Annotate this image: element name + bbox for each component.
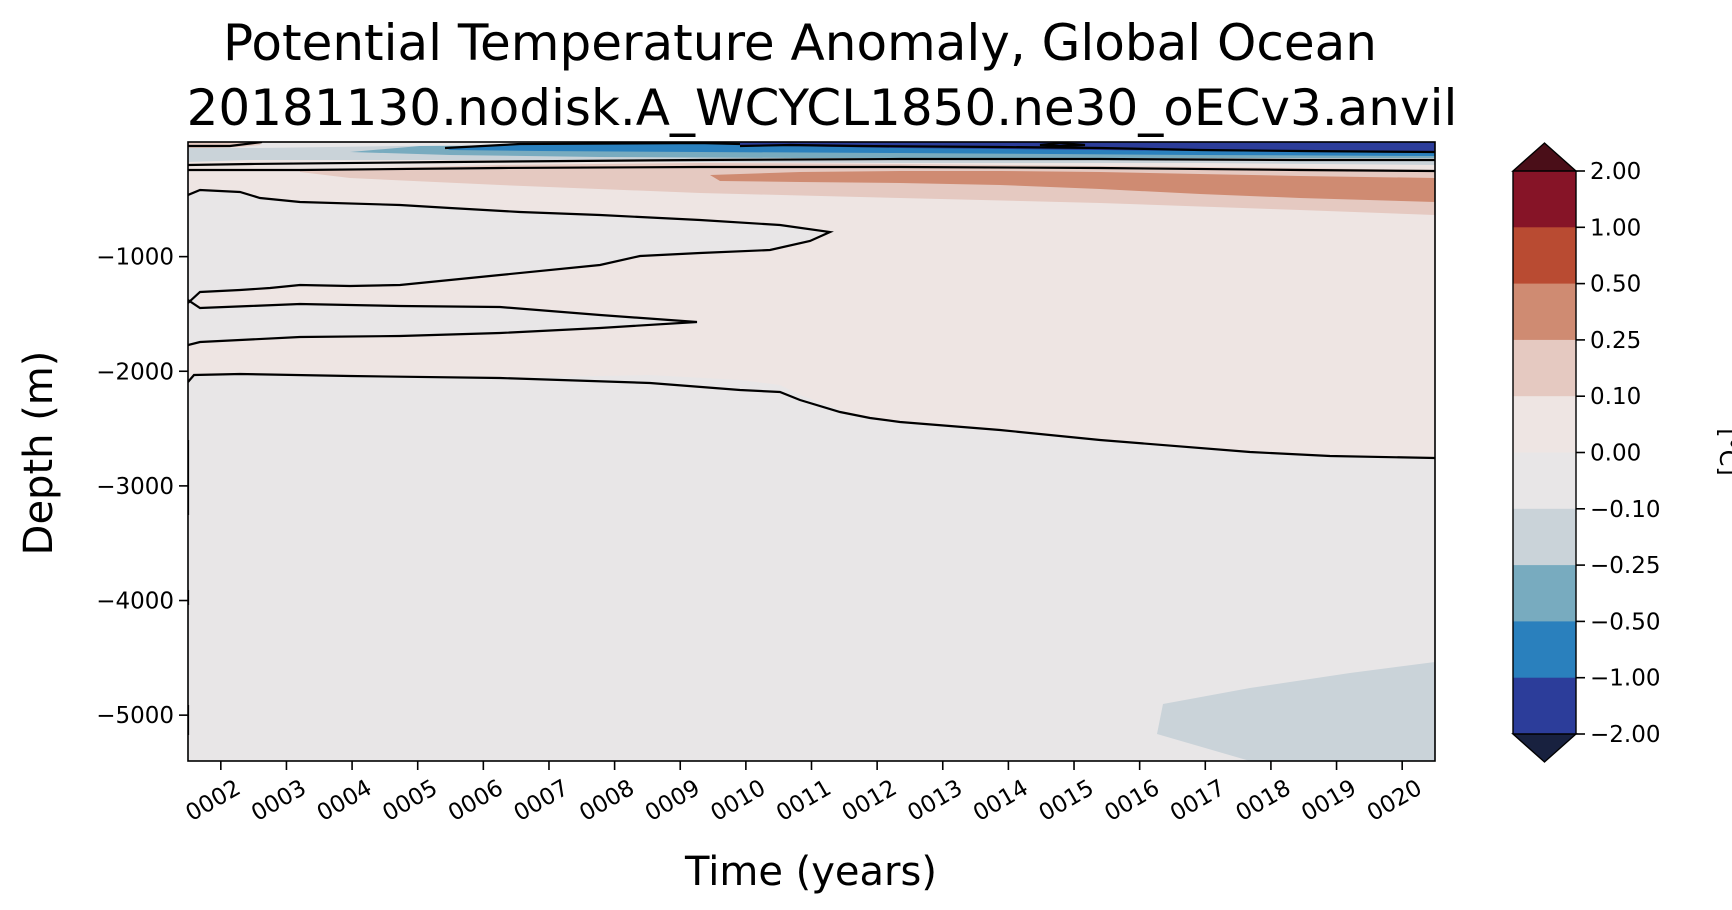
contour-line — [188, 142, 263, 148]
colorbar-tick-label: −1.00 — [1590, 666, 1660, 692]
x-tick-label: 0011 — [772, 775, 836, 827]
contour-line — [444, 142, 741, 150]
x-tick-label: 0009 — [641, 775, 705, 827]
y-tick-label: −3000 — [96, 474, 174, 500]
x-tick-label: 0018 — [1232, 775, 1296, 827]
colorbar-tick-label: 0.00 — [1590, 441, 1641, 467]
plot-area — [187, 141, 1436, 762]
contour-line — [739, 143, 1435, 154]
chart-title-line1: Potential Temperature Anomaly, Global Oc… — [223, 14, 1377, 72]
colorbar-segment — [1513, 508, 1576, 566]
x-tick-label: 0010 — [707, 775, 771, 827]
colorbar-segment — [1513, 565, 1576, 622]
colorbar-segment — [1513, 339, 1576, 397]
region-upper-tongue — [188, 190, 830, 303]
x-tick-label: 0005 — [378, 775, 442, 827]
x-tick-label: 0006 — [444, 775, 508, 827]
y-tick-label: −1000 — [96, 245, 174, 271]
colorbar-segment — [1513, 621, 1576, 679]
x-tick-label: 0019 — [1297, 775, 1361, 827]
y-axis: −1000 −2000 −3000 −4000 −5000 — [96, 245, 188, 729]
y-tick-label: −5000 — [96, 703, 174, 729]
y-tick-label: −4000 — [96, 589, 174, 615]
colorbar-tick-label: 0.50 — [1590, 272, 1641, 298]
colorbar-segment — [1513, 227, 1576, 285]
colorbar-segment — [1513, 677, 1576, 735]
contour-lines — [188, 142, 1435, 735]
colorbar-tick-label: −0.50 — [1590, 609, 1660, 635]
x-tick-label: 0004 — [313, 775, 377, 827]
colorbar-segment — [1513, 283, 1576, 341]
colorbar-tick-label: −0.25 — [1590, 553, 1660, 579]
colorbar-tick-label: 1.00 — [1590, 215, 1641, 241]
region-warm-band — [710, 171, 1435, 202]
contour-line — [188, 165, 1435, 173]
x-tick-label: 0007 — [510, 775, 574, 827]
x-tick-label: 0015 — [1035, 775, 1099, 827]
colorbar-tick-label: −2.00 — [1590, 722, 1660, 748]
x-tick-label: 0012 — [838, 775, 902, 827]
x-axis-label: Time (years) — [684, 849, 937, 895]
x-tick-label: 0008 — [575, 775, 639, 827]
contour-line — [1039, 142, 1086, 148]
x-tick-label: 0020 — [1363, 775, 1427, 827]
region-abyssal-cold-patch — [1157, 662, 1435, 761]
colorbar: 2.00 1.00 0.50 0.25 0.10 0.00 −0.10 −0.25 −0.50 −… — [1511, 142, 1660, 763]
colorbar-extend-max — [1511, 142, 1578, 172]
x-axis: 0002 0003 0004 0005 0006 0007 0008 0009 0010 0011… — [181, 761, 1427, 827]
region-mid-tongue — [188, 304, 700, 345]
colorbar-tick-label: 0.10 — [1590, 384, 1641, 410]
x-tick-label: 0002 — [181, 775, 245, 827]
colorbar-label: [°C] — [1714, 428, 1732, 475]
chart-title-line2: 20181130.nodisk.A_WCYCL1850.ne30_oECv3.a… — [187, 79, 1458, 137]
x-tick-label: 0014 — [969, 775, 1033, 827]
colorbar-segment — [1513, 452, 1576, 510]
contour-line — [188, 299, 698, 347]
colorbar-extend-min — [1511, 733, 1578, 763]
contour-line — [188, 372, 1435, 460]
colorbar-segment — [1513, 171, 1576, 228]
x-tick-label: 0017 — [1166, 775, 1230, 827]
y-axis-label: Depth (m) — [16, 351, 62, 556]
x-tick-label: 0016 — [1100, 775, 1164, 827]
colorbar-tick-label: 0.25 — [1590, 328, 1641, 354]
x-tick-label: 0013 — [903, 775, 967, 827]
contour-line — [188, 157, 1435, 167]
colorbar-tick-label: 2.00 — [1590, 159, 1641, 185]
x-tick-label: 0003 — [247, 775, 311, 827]
colorbar-segment — [1513, 396, 1576, 454]
colorbar-tick-label: −0.10 — [1590, 497, 1660, 523]
contour-line — [188, 188, 834, 304]
y-tick-label: −2000 — [96, 359, 174, 385]
